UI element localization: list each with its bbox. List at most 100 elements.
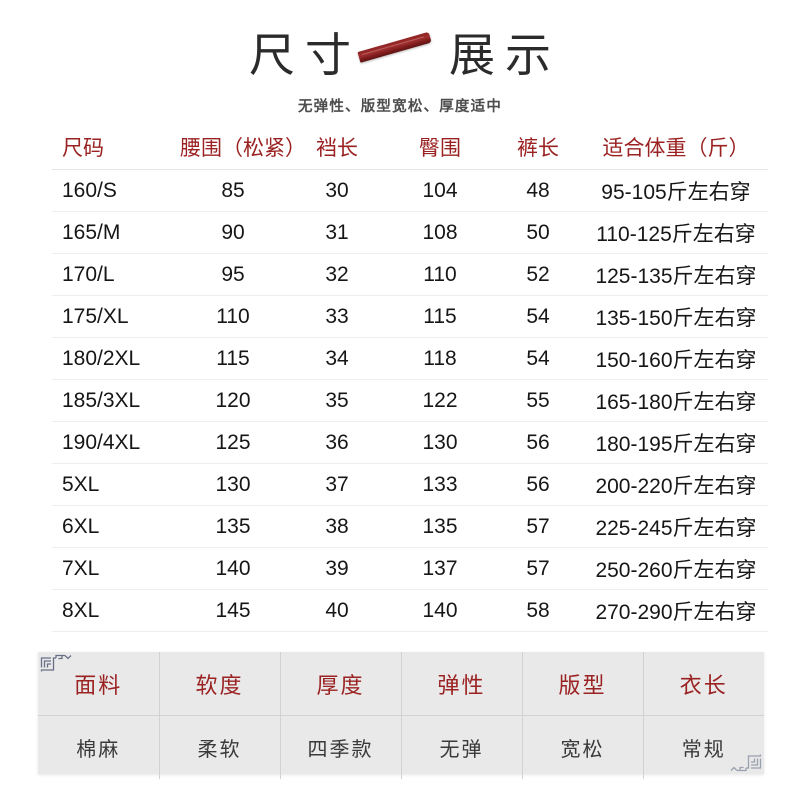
cell-weight: 95-105斤左右穿 (584, 169, 768, 212)
cell-length: 48 (492, 169, 584, 212)
attr-value-cell: 柔软 (159, 715, 281, 779)
cell-size: 190/4XL (52, 421, 180, 464)
cell-length: 50 (492, 211, 584, 254)
cell-waist: 95 (180, 253, 286, 296)
cell-weight: 225-245斤左右穿 (584, 505, 768, 548)
cell-hip: 133 (388, 463, 492, 506)
page-subtitle: 无弹性、版型宽松、厚度适中 (297, 99, 503, 115)
cell-weight: 135-150斤左右穿 (584, 295, 768, 338)
column-header-size: 尺码 (52, 128, 180, 170)
cell-waist: 130 (180, 463, 286, 506)
attr-header-cell: 弹性 (401, 652, 523, 716)
cell-rise: 39 (286, 547, 388, 590)
size-chart-table: 尺码 腰围（松紧） 裆长 臀围 裤长 适合体重（斤） 160/S 85 30 104 4… (52, 128, 768, 632)
attr-header-cell: 衣长 (643, 652, 764, 716)
attr-value-cell: 宽松 (522, 715, 644, 779)
attr-header-cell: 厚度 (280, 652, 402, 716)
cell-hip: 122 (388, 379, 492, 422)
attr-value-cell: 常规 (681, 739, 726, 761)
column-header-rise: 裆长 (286, 128, 388, 170)
cell-length: 57 (492, 547, 584, 590)
cell-length: 55 (492, 379, 584, 422)
cell-length: 56 (492, 463, 584, 506)
cell-rise: 35 (286, 379, 388, 422)
cell-rise: 38 (286, 505, 388, 548)
attr-header-cell: 软度 (159, 652, 281, 716)
cell-waist: 115 (180, 337, 286, 380)
cell-waist: 110 (180, 295, 286, 338)
cell-weight: 150-160斤左右穿 (584, 337, 768, 380)
cell-hip: 135 (388, 505, 492, 548)
cell-length: 58 (492, 589, 584, 632)
cell-rise: 32 (286, 253, 388, 296)
cell-size: 185/3XL (52, 379, 180, 422)
table-row: 165/M 90 31 108 50 110-125斤左右穿 (52, 211, 768, 254)
table-row: 180/2XL 115 34 118 54 150-160斤左右穿 (52, 337, 768, 380)
attr-value-cell: 棉麻 (38, 715, 160, 779)
cell-length: 57 (492, 505, 584, 548)
title-row: 尺寸 展示 (0, 26, 800, 86)
size-table-header-row: 尺码 腰围（松紧） 裆长 臀围 裤长 适合体重（斤） (52, 128, 768, 170)
column-header-hip: 臀围 (388, 128, 492, 170)
cell-rise: 31 (286, 211, 388, 254)
table-row: 185/3XL 120 35 122 55 165-180斤左右穿 (52, 379, 768, 422)
page-title-right: 展示 (449, 30, 561, 81)
cell-length: 54 (492, 337, 584, 380)
cell-weight: 180-195斤左右穿 (584, 421, 768, 464)
cell-hip: 118 (388, 337, 492, 380)
table-row: 8XL 145 40 140 58 270-290斤左右穿 (52, 589, 768, 632)
table-row: 175/XL 110 33 115 54 135-150斤左右穿 (52, 295, 768, 338)
cell-waist: 145 (180, 589, 286, 632)
cell-waist: 90 (180, 211, 286, 254)
cell-size: 8XL (52, 589, 180, 632)
cell-hip: 130 (388, 421, 492, 464)
table-row: 160/S 85 30 104 48 95-105斤左右穿 (52, 169, 768, 212)
cell-rise: 34 (286, 337, 388, 380)
cell-hip: 108 (388, 211, 492, 254)
cell-size: 180/2XL (52, 337, 180, 380)
table-row: 5XL 130 37 133 56 200-220斤左右穿 (52, 463, 768, 506)
cell-size: 165/M (52, 211, 180, 254)
attr-value-cell: 无弹 (401, 715, 523, 779)
cell-length: 54 (492, 295, 584, 338)
cell-weight: 200-220斤左右穿 (584, 463, 768, 506)
cell-length: 56 (492, 421, 584, 464)
cell-weight: 270-290斤左右穿 (584, 589, 768, 632)
cell-hip: 104 (388, 169, 492, 212)
cell-rise: 30 (286, 169, 388, 212)
cell-waist: 140 (180, 547, 286, 590)
attr-value-row: 棉麻 柔软 四季款 无弹 宽松 常规 (38, 715, 764, 779)
fabric-attributes-table: 面料 软度 厚度 弹性 版型 衣长 棉麻 柔软 四季款 无弹 宽松 常规 (38, 652, 764, 779)
cell-waist: 85 (180, 169, 286, 212)
table-row: 190/4XL 125 36 130 56 180-195斤左右穿 (52, 421, 768, 464)
cell-rise: 33 (286, 295, 388, 338)
cell-length: 52 (492, 253, 584, 296)
cell-hip: 137 (388, 547, 492, 590)
cell-waist: 135 (180, 505, 286, 548)
cell-size: 5XL (52, 463, 180, 506)
column-header-weight: 适合体重（斤） (584, 128, 768, 170)
attr-header-row: 面料 软度 厚度 弹性 版型 衣长 (38, 652, 764, 716)
column-header-waist: 腰围（松紧） (180, 128, 306, 170)
cell-size: 175/XL (52, 295, 180, 338)
cell-waist: 125 (180, 421, 286, 464)
cell-weight: 250-260斤左右穿 (584, 547, 768, 590)
attr-header-cell: 面料 (38, 652, 160, 716)
cell-hip: 140 (388, 589, 492, 632)
cell-hip: 115 (388, 295, 492, 338)
column-header-length: 裤长 (492, 128, 584, 170)
cell-size: 160/S (52, 169, 180, 212)
cell-rise: 37 (286, 463, 388, 506)
cell-weight: 165-180斤左右穿 (584, 379, 768, 422)
attr-value-cell: 四季款 (280, 715, 402, 779)
attr-header-cell: 版型 (522, 652, 644, 716)
cell-hip: 110 (388, 253, 492, 296)
cell-weight: 125-135斤左右穿 (584, 253, 768, 296)
red-brush-stroke-icon (357, 31, 435, 76)
page-title-left: 尺寸 (249, 30, 361, 81)
cell-rise: 36 (286, 421, 388, 464)
cell-size: 6XL (52, 505, 180, 548)
cell-weight: 110-125斤左右穿 (584, 211, 768, 254)
page-title-block: 尺寸 展示 无弹性、版型宽松、厚度适中 (0, 26, 800, 116)
cell-waist: 120 (180, 379, 286, 422)
